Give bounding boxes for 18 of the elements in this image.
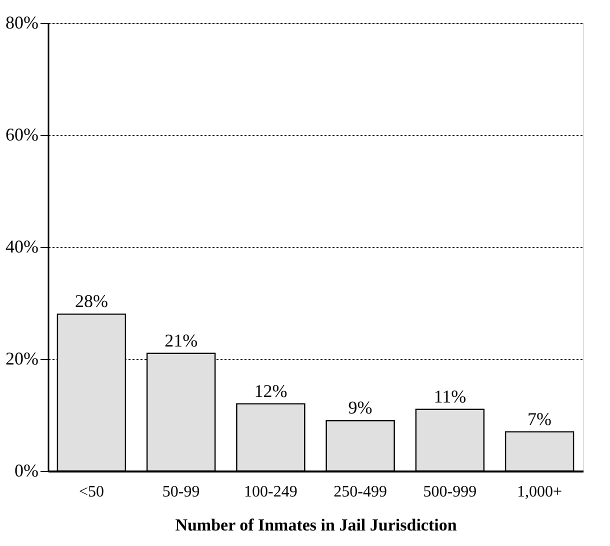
x-tick-label: 50-99 (162, 484, 200, 500)
x-tick-label: 1,000+ (517, 484, 562, 500)
y-tick-label: 20% (6, 348, 38, 368)
data-label: 12% (254, 380, 288, 401)
data-label: 9% (348, 398, 372, 418)
y-tick-label: 40% (6, 236, 38, 256)
y-tick-label: 80% (6, 12, 38, 32)
x-tick-label: 100-249 (244, 484, 298, 500)
x-tick-label: <50 (78, 484, 104, 500)
y-tick-label: 0% (14, 460, 38, 480)
data-label: 21% (164, 330, 198, 350)
data-label: 28% (74, 291, 108, 312)
data-label: 7% (528, 408, 552, 429)
x-tick-label: 500-999 (423, 484, 477, 500)
x-tick-label: 250-499 (334, 484, 387, 500)
y-tick-label: 60% (6, 124, 38, 144)
data-label: 11% (434, 386, 466, 406)
x-axis-title: Number of Inmates in Jail Jurisdiction (175, 516, 458, 534)
